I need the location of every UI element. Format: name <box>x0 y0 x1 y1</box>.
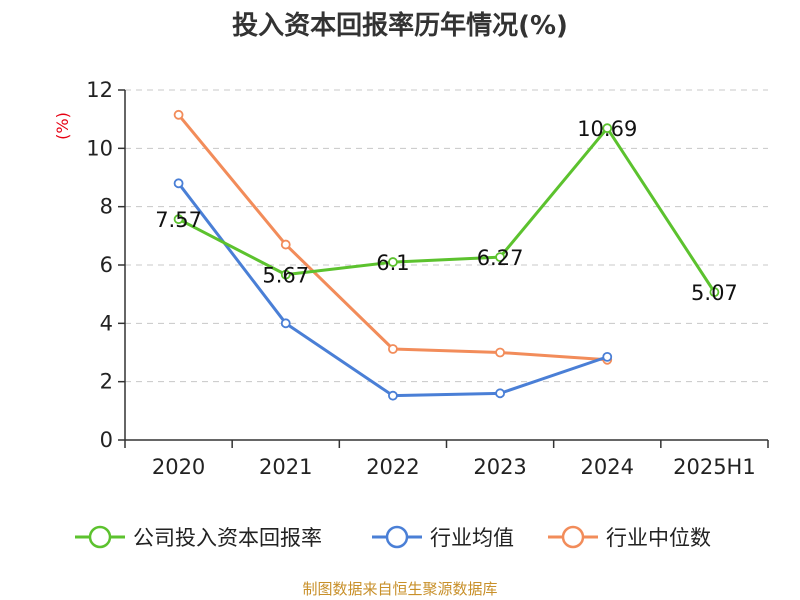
series-2 <box>173 109 613 365</box>
data-point <box>280 239 291 250</box>
source-note: 制图数据来自恒生聚源数据库 <box>302 580 497 598</box>
chart-title: 投入资本回报率历年情况(%) <box>232 10 568 41</box>
series-line <box>177 126 716 293</box>
y-tick-label: 10 <box>86 136 113 160</box>
legend-item[interactable]: 公司投入资本回报率 <box>75 525 322 550</box>
data-point <box>388 390 398 401</box>
legend-marker-icon <box>385 525 409 549</box>
data-point <box>173 214 184 225</box>
x-tick-label: 2022 <box>366 455 419 479</box>
x-tick-label: 2021 <box>259 455 312 479</box>
data-label: 10.69 <box>577 117 637 141</box>
legend-item[interactable]: 行业均值 <box>372 525 514 550</box>
x-tick-labels: 2020 2021 2022 2023 2024 2025H1 <box>152 455 756 479</box>
gridlines <box>125 89 768 383</box>
data-label: 6.1 <box>376 251 409 275</box>
axes <box>118 89 769 448</box>
data-label: 5.07 <box>691 281 738 305</box>
data-point <box>495 252 505 263</box>
y-axis-unit-label: (%) <box>53 112 72 140</box>
data-point <box>280 269 291 280</box>
y-tick-label: 0 <box>100 428 113 452</box>
y-tick-label: 4 <box>100 311 113 335</box>
data-point <box>602 123 613 134</box>
y-tick-label: 8 <box>100 195 113 219</box>
data-point <box>388 257 398 267</box>
data-point <box>280 318 291 329</box>
data-labels: 7.57 5.67 6.1 6.27 10.69 5.07 <box>155 117 738 305</box>
data-label: 5.67 <box>262 264 309 288</box>
x-tick-label: 2023 <box>473 455 526 479</box>
data-point <box>495 388 505 399</box>
series-0 <box>173 123 720 298</box>
legend-item[interactable]: 行业中位数 <box>548 525 711 550</box>
y-tick-label: 2 <box>100 370 113 394</box>
legend-label: 公司投入资本回报率 <box>133 526 322 550</box>
x-tick-label: 2024 <box>581 455 634 479</box>
legend: 公司投入资本回报率 行业均值 行业中位数 <box>75 525 711 550</box>
y-tick-label: 6 <box>100 253 113 277</box>
data-label: 7.57 <box>155 208 202 232</box>
legend-label: 行业均值 <box>430 526 514 550</box>
x-tick-label: 2020 <box>152 455 205 479</box>
data-point <box>495 347 505 358</box>
series-1 <box>173 178 613 401</box>
data-point <box>173 109 184 120</box>
data-point <box>388 344 398 354</box>
y-tick-label: 12 <box>86 78 113 102</box>
legend-marker-icon <box>88 525 112 549</box>
x-tick-label: 2025H1 <box>673 455 756 479</box>
data-point <box>709 287 720 298</box>
data-point <box>173 178 184 189</box>
y-tick-labels: 0 2 4 6 8 10 12 <box>86 78 113 452</box>
legend-marker-icon <box>561 525 585 549</box>
data-point <box>602 351 613 362</box>
series-layer <box>173 109 720 401</box>
legend-label: 行业中位数 <box>606 526 711 550</box>
data-label: 6.27 <box>477 246 524 270</box>
series-line <box>177 182 608 398</box>
